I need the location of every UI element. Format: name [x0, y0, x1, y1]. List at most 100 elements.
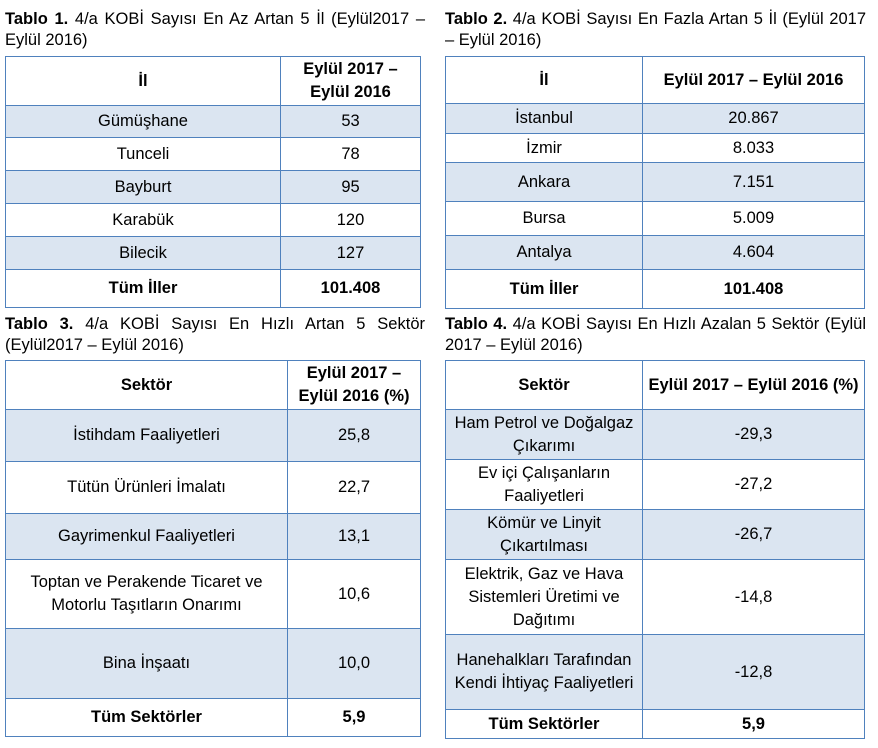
table4-cell-value: -29,3: [642, 409, 865, 460]
table4-total-name: Tüm Sektörler: [445, 709, 643, 739]
table4: Sektör Eylül 2017 – Eylül 2016 (%) Ham P…: [445, 360, 865, 739]
table-row: Ev içi Çalışanların Faaliyetleri -27,2: [445, 459, 865, 510]
table3: Sektör Eylül 2017 – Eylül 2016 (%) İstih…: [5, 360, 421, 737]
table4-cell-name: Kömür ve Linyit Çıkartılması: [445, 509, 643, 560]
table-row: Ankara 7.151: [445, 162, 865, 202]
table2-total-value: 101.408: [642, 269, 865, 309]
table3-cell-value: 22,7: [287, 461, 421, 514]
table4-total-value: 5,9: [642, 709, 865, 739]
table-row: İstanbul 20.867: [445, 103, 865, 134]
table2-total-row: Tüm İller 101.408: [445, 269, 865, 309]
table1-cell-value: 78: [280, 137, 421, 171]
table-row: Gümüşhane 53: [5, 105, 421, 138]
table-row: Antalya 4.604: [445, 235, 865, 270]
table1-caption-text: 4/a KOBİ Sayısı En Az Artan 5 İl (Eylül2…: [5, 10, 425, 49]
table3-cell-value: 25,8: [287, 409, 421, 462]
table-row: Kömür ve Linyit Çıkartılması -26,7: [445, 509, 865, 560]
table2: İl Eylül 2017 – Eylül 2016 İstanbul 20.8…: [445, 56, 865, 309]
table4-caption-label: Tablo 4.: [445, 315, 508, 333]
table2-cell-name: İstanbul: [445, 103, 643, 134]
table4-cell-name: Hanehalkları Tarafından Kendi İhtiyaç Fa…: [445, 634, 643, 710]
table1-caption-label: Tablo 1.: [5, 10, 69, 28]
table1-cell-name: Bayburt: [5, 170, 281, 204]
table2-cell-name: Ankara: [445, 162, 643, 202]
table1-cell-value: 127: [280, 236, 421, 270]
table1-cell-value: 120: [280, 203, 421, 237]
table1-header-value: Eylül 2017 – Eylül 2016: [280, 56, 421, 106]
table1-total-value: 101.408: [280, 269, 421, 308]
table4-caption-text: 4/a KOBİ Sayısı En Hızlı Azalan 5 Sektör…: [445, 315, 866, 354]
table4-header-row: Sektör Eylül 2017 – Eylül 2016 (%): [445, 360, 865, 410]
table2-cell-value: 7.151: [642, 162, 865, 202]
table1-cell-name: Karabük: [5, 203, 281, 237]
table1-total-row: Tüm İller 101.408: [5, 269, 421, 308]
table-row: Bilecik 127: [5, 236, 421, 270]
table1-cell-name: Gümüşhane: [5, 105, 281, 138]
table3-total-row: Tüm Sektörler 5,9: [5, 698, 421, 737]
table3-cell-value: 10,0: [287, 628, 421, 699]
table-row: Bina İnşaatı 10,0: [5, 628, 421, 699]
table2-caption-text: 4/a KOBİ Sayısı En Fazla Artan 5 İl (Eyl…: [445, 10, 866, 49]
table2-header-row: İl Eylül 2017 – Eylül 2016: [445, 56, 865, 104]
table-row: İzmir 8.033: [445, 133, 865, 163]
table-row: Elektrik, Gaz ve Hava Sistemleri Üretimi…: [445, 559, 865, 635]
table3-cell-name: İstihdam Faaliyetleri: [5, 409, 288, 462]
table3-total-value: 5,9: [287, 698, 421, 737]
table2-total-name: Tüm İller: [445, 269, 643, 309]
table2-caption: Tablo 2. 4/a KOBİ Sayısı En Fazla Artan …: [445, 9, 866, 51]
table3-total-name: Tüm Sektörler: [5, 698, 288, 737]
table2-cell-name: Antalya: [445, 235, 643, 270]
table-row: Gayrimenkul Faaliyetleri 13,1: [5, 513, 421, 560]
table1-cell-value: 95: [280, 170, 421, 204]
table3-cell-name: Toptan ve Perakende Ticaret ve Motorlu T…: [5, 559, 288, 629]
table2-cell-name: Bursa: [445, 201, 643, 236]
table-row: Ham Petrol ve Doğalgaz Çıkarımı -29,3: [445, 409, 865, 460]
table2-cell-name: İzmir: [445, 133, 643, 163]
table2-cell-value: 5.009: [642, 201, 865, 236]
table4-cell-value: -27,2: [642, 459, 865, 510]
table2-caption-label: Tablo 2.: [445, 10, 508, 28]
table4-header-value: Eylül 2017 – Eylül 2016 (%): [642, 360, 865, 410]
table3-caption-label: Tablo 3.: [5, 315, 74, 333]
table-row: Tütün Ürünleri İmalatı 22,7: [5, 461, 421, 514]
table3-cell-value: 13,1: [287, 513, 421, 560]
table-row: Bayburt 95: [5, 170, 421, 204]
table4-cell-value: -14,8: [642, 559, 865, 635]
table1-cell-name: Bilecik: [5, 236, 281, 270]
table4-cell-name: Ham Petrol ve Doğalgaz Çıkarımı: [445, 409, 643, 460]
table3-cell-value: 10,6: [287, 559, 421, 629]
table-row: Hanehalkları Tarafından Kendi İhtiyaç Fa…: [445, 634, 865, 710]
table3-caption-text: 4/a KOBİ Sayısı En Hızlı Artan 5 Sektör …: [5, 315, 425, 354]
table3-caption: Tablo 3. 4/a KOBİ Sayısı En Hızlı Artan …: [5, 314, 425, 356]
table-row: Tunceli 78: [5, 137, 421, 171]
table2-cell-value: 8.033: [642, 133, 865, 163]
table1-caption: Tablo 1. 4/a KOBİ Sayısı En Az Artan 5 İ…: [5, 9, 425, 51]
table-row: Karabük 120: [5, 203, 421, 237]
table3-cell-name: Gayrimenkul Faaliyetleri: [5, 513, 288, 560]
table1: İl Eylül 2017 – Eylül 2016 Gümüşhane 53 …: [5, 56, 421, 308]
table4-header-name: Sektör: [445, 360, 643, 410]
table3-header-value: Eylül 2017 – Eylül 2016 (%): [287, 360, 421, 410]
table2-header-name: İl: [445, 56, 643, 104]
table1-header-name: İl: [5, 56, 281, 106]
table4-cell-name: Ev içi Çalışanların Faaliyetleri: [445, 459, 643, 510]
table4-cell-value: -12,8: [642, 634, 865, 710]
table3-header-row: Sektör Eylül 2017 – Eylül 2016 (%): [5, 360, 421, 410]
table2-cell-value: 4.604: [642, 235, 865, 270]
table-row: Toptan ve Perakende Ticaret ve Motorlu T…: [5, 559, 421, 629]
table4-cell-name: Elektrik, Gaz ve Hava Sistemleri Üretimi…: [445, 559, 643, 635]
table1-total-name: Tüm İller: [5, 269, 281, 308]
table4-caption: Tablo 4. 4/a KOBİ Sayısı En Hızlı Azalan…: [445, 314, 866, 356]
table4-cell-value: -26,7: [642, 509, 865, 560]
table4-total-row: Tüm Sektörler 5,9: [445, 709, 865, 739]
table3-header-name: Sektör: [5, 360, 288, 410]
table-row: Bursa 5.009: [445, 201, 865, 236]
table1-cell-value: 53: [280, 105, 421, 138]
table1-cell-name: Tunceli: [5, 137, 281, 171]
table1-header-row: İl Eylül 2017 – Eylül 2016: [5, 56, 421, 106]
table2-header-value: Eylül 2017 – Eylül 2016: [642, 56, 865, 104]
table3-cell-name: Bina İnşaatı: [5, 628, 288, 699]
table3-cell-name: Tütün Ürünleri İmalatı: [5, 461, 288, 514]
table2-cell-value: 20.867: [642, 103, 865, 134]
table-row: İstihdam Faaliyetleri 25,8: [5, 409, 421, 462]
